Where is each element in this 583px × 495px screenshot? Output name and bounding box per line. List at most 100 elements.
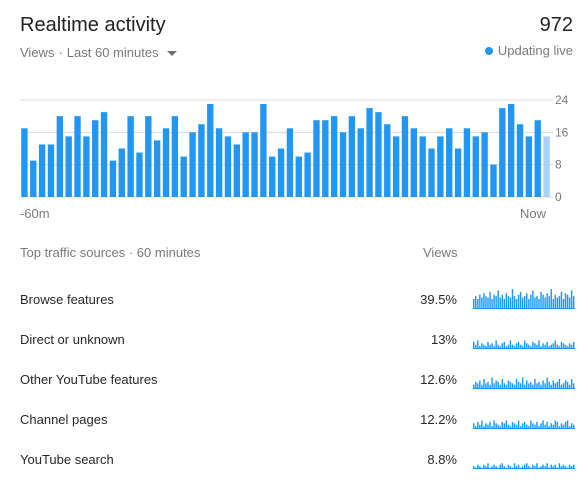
chart-bar[interactable] <box>454 148 462 198</box>
sparkline-bar <box>473 341 475 349</box>
chart-bar[interactable] <box>127 116 134 197</box>
chart-bar[interactable] <box>401 116 409 197</box>
sparkline-bar <box>556 344 559 349</box>
chart-bar[interactable] <box>100 112 108 198</box>
sparkline-bar <box>517 294 520 309</box>
chart-bar[interactable] <box>65 136 72 198</box>
chart-bar[interactable] <box>109 160 117 198</box>
chart-bar[interactable] <box>242 132 249 197</box>
chart-bar[interactable] <box>348 116 356 197</box>
sparkline-bar <box>521 466 524 469</box>
sparkline-bar <box>513 423 516 429</box>
chart-bar[interactable] <box>463 128 471 197</box>
chart-bar[interactable] <box>384 124 391 197</box>
chart-bar[interactable] <box>198 124 205 197</box>
chart-bar[interactable] <box>251 132 258 197</box>
chart-bar[interactable] <box>215 128 223 197</box>
sparkline-bar <box>497 467 499 469</box>
x-axis-start-label: -60m <box>20 206 50 221</box>
chart-bar[interactable] <box>516 124 524 197</box>
chart-bar[interactable] <box>162 128 170 197</box>
chart-bar[interactable] <box>419 136 426 198</box>
sparkline-bar <box>540 346 542 349</box>
sparkline-bar <box>497 424 499 429</box>
sparkline-bar <box>548 346 550 349</box>
sparkline-bar <box>566 381 569 389</box>
chart-bar[interactable] <box>74 116 81 197</box>
chart-bar[interactable] <box>313 120 320 197</box>
chart-bar[interactable] <box>21 128 28 197</box>
sparkline-bar <box>554 294 557 309</box>
live-status: Updating live <box>484 43 573 58</box>
chart-bar[interactable] <box>304 152 311 197</box>
chart-bar[interactable] <box>428 148 435 198</box>
sparkline-bar <box>511 289 514 309</box>
sparkline-bar <box>515 466 518 469</box>
sparkline-bar <box>493 464 495 469</box>
chart-bar[interactable] <box>83 136 90 198</box>
sparkline-bar <box>475 467 477 469</box>
chart-bar[interactable] <box>330 116 338 197</box>
chart-bar[interactable] <box>189 132 196 197</box>
sparkline-bar <box>564 344 567 349</box>
sparkline-bar <box>562 424 565 429</box>
chart-bar[interactable] <box>30 160 37 198</box>
traffic-source-name: YouTube search <box>20 452 114 467</box>
chart-bar[interactable] <box>472 136 479 198</box>
chart-bar[interactable] <box>437 136 444 198</box>
chart-bar[interactable] <box>375 112 382 198</box>
sparkline-bar <box>560 341 563 349</box>
chart-bar[interactable] <box>295 156 302 197</box>
sparkline-bar <box>540 423 542 429</box>
chart-bar[interactable] <box>224 136 232 198</box>
chart-bar[interactable] <box>357 128 364 197</box>
sparkline-bar <box>515 424 518 429</box>
traffic-source-row[interactable]: Browse features 39.5% <box>0 280 583 320</box>
chart-bar[interactable] <box>410 128 418 197</box>
chart-bar[interactable] <box>366 108 373 197</box>
chart-bar[interactable] <box>534 120 541 197</box>
sparkline-bar <box>558 346 561 349</box>
chart-bar[interactable] <box>233 144 241 197</box>
sparkline-bar <box>495 296 497 309</box>
chart-bar[interactable] <box>392 136 400 198</box>
chart-bar[interactable] <box>286 128 294 197</box>
chart-bar[interactable] <box>153 140 161 197</box>
chart-bar[interactable] <box>260 104 267 197</box>
sparkline-bar <box>546 463 548 469</box>
chart-bar[interactable] <box>92 120 99 197</box>
sparkline-bar <box>503 383 506 389</box>
sparkline-bar <box>477 299 479 309</box>
sparkline-bar <box>562 299 565 309</box>
chart-bar[interactable] <box>136 152 143 197</box>
sparkline-bar <box>479 380 481 389</box>
chart-bar[interactable] <box>56 116 64 197</box>
range-selector[interactable]: Views · Last 60 minutes <box>20 45 177 60</box>
chart-bar[interactable] <box>499 108 506 197</box>
sparkline-bar <box>548 467 550 469</box>
traffic-source-row[interactable]: YouTube search 8.8% <box>0 440 583 480</box>
chart-bar[interactable] <box>481 132 488 197</box>
chart-bar[interactable] <box>525 136 533 198</box>
sparkline-bar <box>556 381 559 389</box>
chart-bar[interactable] <box>507 104 515 197</box>
chart-bar[interactable] <box>180 156 187 197</box>
traffic-source-row[interactable]: Direct or unknown 13% <box>0 320 583 360</box>
chart-bar[interactable] <box>38 144 46 197</box>
sparkline-bar <box>530 467 532 469</box>
traffic-source-row[interactable]: Other YouTube features 12.6% <box>0 360 583 400</box>
chart-bar[interactable] <box>322 120 329 197</box>
chart-bar[interactable] <box>543 136 550 198</box>
chart-bar[interactable] <box>207 104 214 197</box>
chart-bar[interactable] <box>145 116 152 197</box>
chart-bar[interactable] <box>339 132 347 197</box>
chart-bar[interactable] <box>490 164 497 197</box>
chart-bar[interactable] <box>446 128 453 197</box>
traffic-source-row[interactable]: Channel pages 12.2% <box>0 400 583 440</box>
chart-bar[interactable] <box>269 156 276 197</box>
chart-bar[interactable] <box>118 148 125 198</box>
chart-bar[interactable] <box>277 148 285 198</box>
chart-bar[interactable] <box>47 144 55 197</box>
chart-bar[interactable] <box>171 116 179 197</box>
sparkline-bar <box>572 341 575 349</box>
